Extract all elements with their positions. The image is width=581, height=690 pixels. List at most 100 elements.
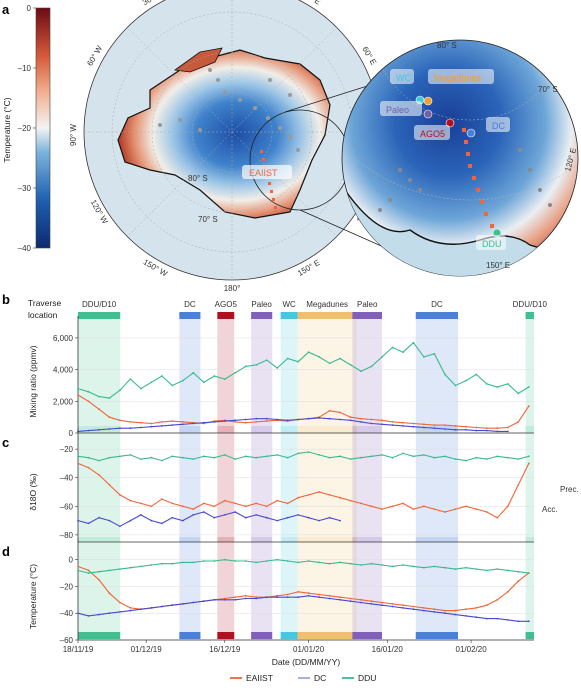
data-point [87, 572, 90, 574]
data-point [171, 502, 174, 505]
data-point [108, 569, 111, 572]
data-point [129, 499, 132, 502]
data-point [213, 560, 216, 562]
data-point [181, 561, 184, 564]
data-point [223, 499, 226, 502]
colorbar-title: Temperature (°C) [2, 97, 12, 162]
data-point [161, 421, 163, 423]
traverse-segment-bar [78, 312, 121, 319]
data-point [370, 603, 373, 605]
data-point [255, 597, 258, 600]
inset-points [378, 148, 552, 212]
data-point [202, 511, 205, 513]
data-point [286, 456, 289, 459]
traverse-shade [525, 537, 534, 640]
traverse-shade [179, 426, 201, 542]
traverse-shade [415, 537, 458, 640]
traverse-shade [217, 314, 235, 433]
lon-label: 90° W [69, 124, 78, 146]
ytick-label: –20 [60, 445, 74, 454]
annotation-top: Prec. [560, 485, 579, 494]
data-point [129, 378, 132, 380]
data-point [402, 425, 404, 427]
data-point [265, 560, 268, 562]
colorbar-tick-label: 0 [27, 4, 32, 13]
data-point [475, 607, 478, 609]
xtick-label: 01/02/20 [456, 645, 488, 654]
data-point [527, 405, 530, 407]
site-label: AGO5 [420, 129, 445, 139]
data-point [391, 505, 394, 508]
data-point [202, 560, 205, 562]
data-point [255, 561, 258, 564]
data-point [108, 456, 111, 459]
data-point [328, 456, 331, 459]
data-point [496, 455, 499, 458]
data-point [307, 417, 310, 420]
inset-lat-80s: 80° S [437, 41, 457, 50]
data-point [328, 494, 331, 496]
data-point [412, 425, 415, 428]
data-point [496, 568, 499, 570]
ytick-label: –60 [60, 502, 74, 511]
data-point [77, 387, 79, 390]
data-point [150, 505, 153, 508]
data-point [370, 562, 373, 565]
traverse-shade [352, 426, 382, 542]
data-point [244, 516, 247, 519]
traverse-segment-label: AGO5 [215, 300, 238, 309]
data-point [412, 508, 415, 510]
ytick-label: –40 [60, 609, 74, 618]
traverse-segment-bar [297, 312, 357, 319]
data-point [412, 565, 415, 568]
data-point [161, 459, 163, 462]
data-point [391, 421, 394, 423]
data-point [349, 600, 352, 603]
data-point [391, 565, 394, 568]
data-point [297, 561, 299, 564]
data-point [465, 566, 467, 569]
data-point [349, 416, 352, 419]
data-point [108, 416, 111, 419]
data-point [202, 502, 205, 505]
data-point [161, 562, 163, 565]
data-point [360, 601, 362, 604]
data-point [444, 511, 446, 513]
lat-label-80s: 80° S [188, 174, 208, 183]
data-point [119, 525, 121, 528]
data-point [265, 417, 268, 420]
data-point [87, 400, 90, 403]
colorbar: 0 –10 –20 –30 –40 Temperature (°C) [2, 4, 51, 253]
x-axis-label: Date (DD/MM/YY) [272, 657, 341, 667]
data-point [161, 605, 163, 608]
traverse-segment-label: DC [431, 300, 443, 309]
data-point [506, 426, 509, 429]
inset-eaiist-points [462, 128, 494, 228]
data-point [496, 598, 499, 601]
data-point [265, 455, 268, 458]
data-point [192, 422, 195, 425]
data-point [349, 458, 352, 460]
data-point [255, 514, 258, 516]
data-point [255, 596, 258, 599]
data-point [423, 609, 425, 612]
data-point [360, 421, 362, 423]
data-point [244, 594, 247, 597]
data-point [77, 462, 79, 465]
data-point [328, 409, 331, 412]
panel-a-letter: a [2, 2, 10, 17]
connector-top [284, 81, 381, 113]
data-point [286, 419, 289, 422]
data-point [485, 604, 488, 607]
data-point [444, 455, 446, 458]
data-point [370, 600, 373, 603]
traverse-segment-bar-bottom [251, 632, 273, 639]
data-point [454, 458, 457, 460]
data-point [286, 596, 289, 599]
data-point [286, 502, 289, 505]
data-point [181, 423, 184, 426]
annotation-bottom: Acc. [542, 505, 558, 514]
data-point [517, 421, 520, 423]
site-label: DDU [482, 239, 502, 249]
data-point [87, 569, 90, 572]
